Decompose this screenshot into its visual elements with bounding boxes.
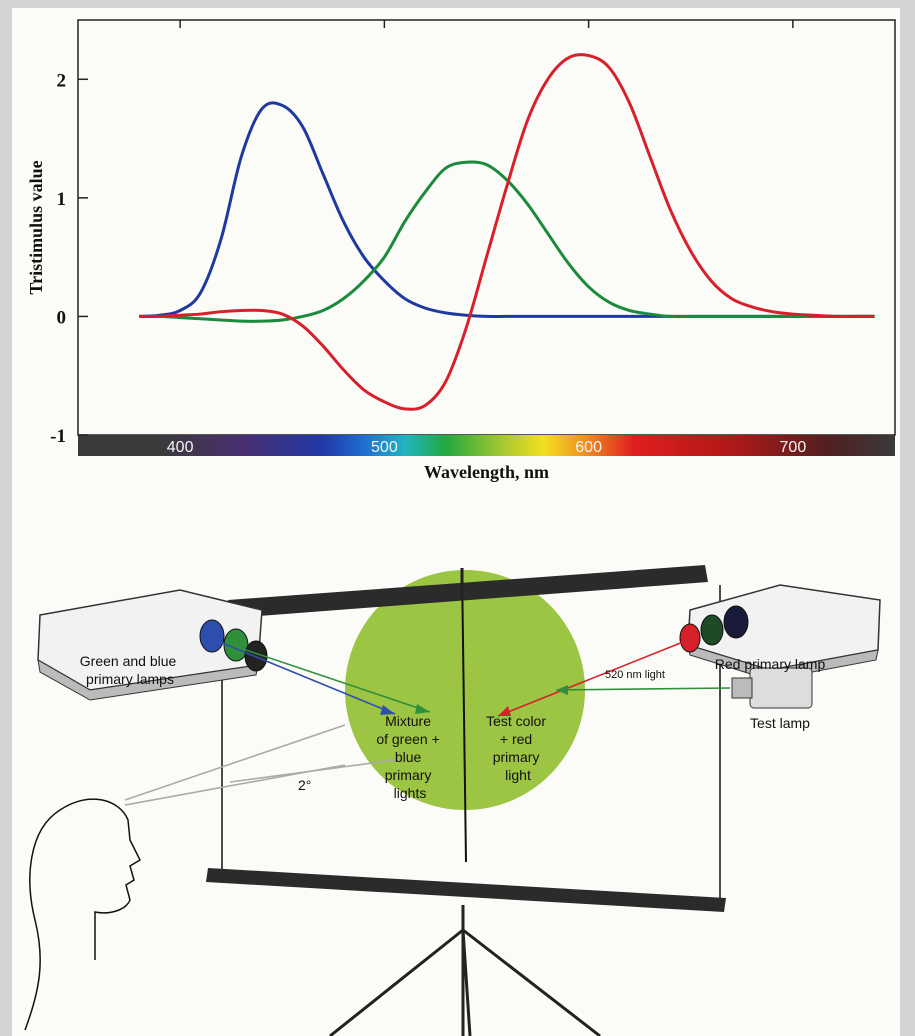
label-line: Test color [486,713,546,729]
y-tick-label: 2 [57,70,67,91]
y-axis-label: Tristimulus value [26,160,46,294]
x-tick-label: 700 [780,439,807,456]
label-line: primary [385,767,432,783]
test-light-label: 520 nm light [605,669,665,681]
y-tick-label: 0 [57,307,67,328]
angle-label: 2° [298,777,311,793]
y-tick-label: 1 [57,189,67,210]
spectrum-bar [78,435,895,456]
label-line: blue [395,749,422,765]
right-lamp-label: Red primary lamp [715,656,826,672]
label-line: Mixture [385,713,431,729]
label-line: primary [493,749,540,765]
label-line: light [505,767,531,783]
page: -1 0 1 2 400 500 600 700 Wavelength, nm Tristimul… [0,0,915,1036]
x-axis-label: Wavelength, nm [424,462,549,482]
label-line: + red [500,731,532,747]
test-lamp-label: Test lamp [750,715,810,731]
label-line: Green and blue [80,653,177,669]
x-tick-label: 600 [575,439,602,456]
y-tick-label: -1 [50,426,66,447]
label-line: primary lamps [86,671,174,687]
label-line: of green + [376,731,439,747]
x-tick-label: 500 [371,439,398,456]
label-line: lights [394,785,427,801]
x-tick-label: 400 [167,439,194,456]
